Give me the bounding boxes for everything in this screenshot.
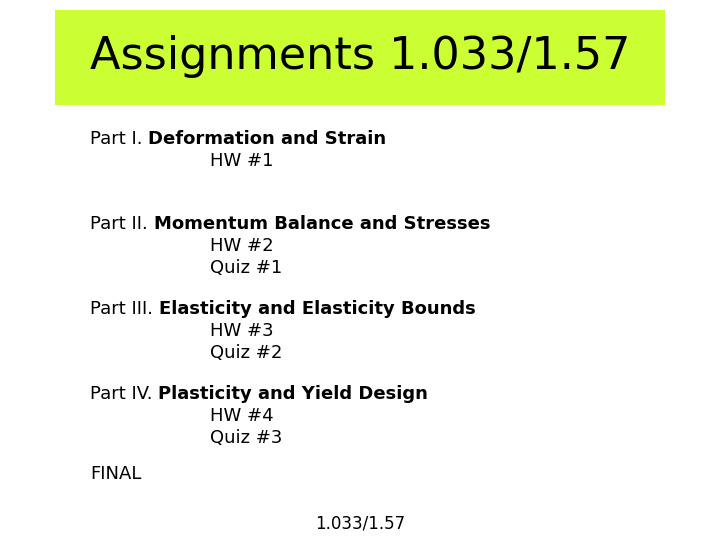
Text: Quiz #2: Quiz #2 — [210, 344, 282, 362]
Text: Assignments 1.033/1.57: Assignments 1.033/1.57 — [90, 36, 630, 78]
Text: Momentum Balance and Stresses: Momentum Balance and Stresses — [153, 215, 490, 233]
Bar — [55, 10, 665, 105]
Text: HW #1: HW #1 — [210, 152, 274, 170]
Text: 1.033/1.57: 1.033/1.57 — [315, 515, 405, 533]
Text: Part IV.: Part IV. — [90, 385, 158, 403]
Text: HW #3: HW #3 — [210, 322, 274, 340]
Text: HW #2: HW #2 — [210, 237, 274, 255]
Text: Plasticity and Yield Design: Plasticity and Yield Design — [158, 385, 428, 403]
Text: HW #4: HW #4 — [210, 407, 274, 425]
Text: Part II.: Part II. — [90, 215, 153, 233]
Text: Quiz #3: Quiz #3 — [210, 429, 282, 447]
Text: Deformation and Strain: Deformation and Strain — [148, 130, 387, 148]
Text: Quiz #1: Quiz #1 — [210, 259, 282, 277]
Text: Part I.: Part I. — [90, 130, 148, 148]
Text: FINAL: FINAL — [90, 465, 141, 483]
Text: Part III.: Part III. — [90, 300, 158, 318]
Text: Elasticity and Elasticity Bounds: Elasticity and Elasticity Bounds — [158, 300, 475, 318]
